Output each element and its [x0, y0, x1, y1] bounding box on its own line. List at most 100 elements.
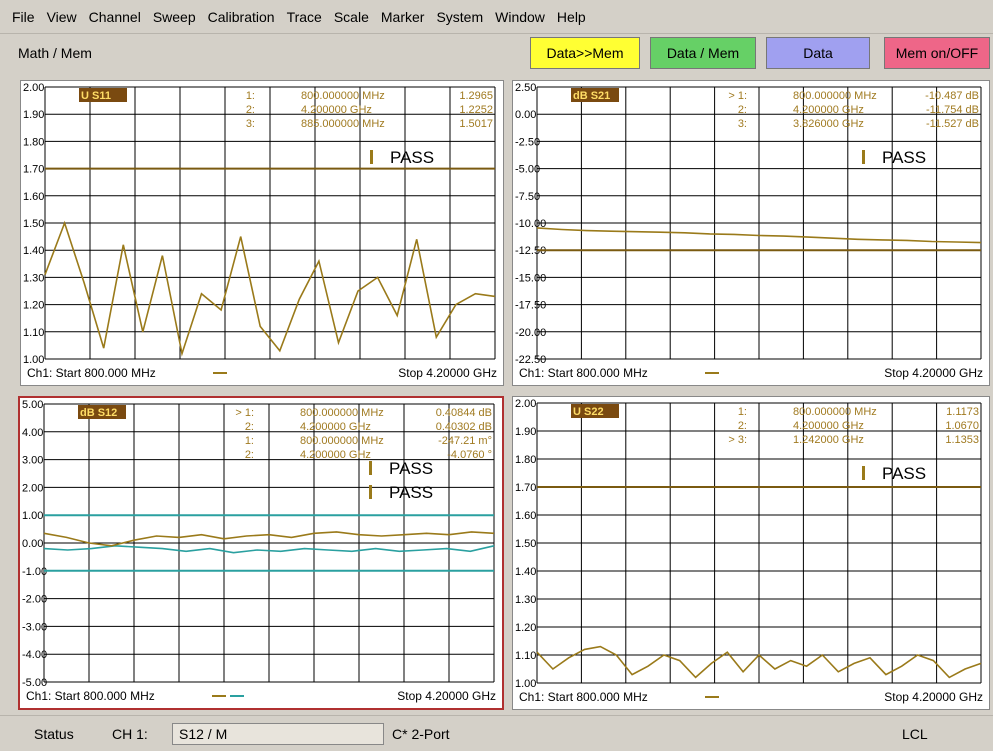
y-tick-label: -17.50 — [515, 300, 546, 312]
y-tick-label: 1.00 — [22, 510, 43, 522]
pass-label: PASS — [389, 483, 433, 502]
y-tick-label: -3.00 — [22, 621, 47, 633]
marker-frequency: 4.200000 GHz — [793, 104, 864, 116]
y-tick-label: -1.00 — [22, 566, 47, 578]
y-tick-label: -4.00 — [22, 649, 47, 661]
status-active-parameter[interactable]: S12 / M — [172, 723, 384, 745]
y-tick-label: 1.50 — [515, 538, 536, 550]
marker-frequency: 800.000000 MHz — [300, 435, 384, 447]
marker-value: 1.2965 — [459, 90, 493, 102]
marker-number: > 3: — [728, 434, 747, 446]
y-tick-label: 1.90 — [23, 109, 44, 121]
y-tick-label: -22.50 — [515, 354, 546, 366]
trace-plot-svg: 2.00 1.90 1.80 1.70 1.60 1.50 1.40 1.30 1.20 1.10… — [515, 398, 983, 704]
marker-frequency: 1.242000 GHz — [793, 434, 864, 446]
marker-value: -11.527 dB — [926, 118, 979, 130]
pass-indicator-bar — [370, 150, 373, 164]
sweep-stop-label: Stop 4.20000 GHz — [397, 689, 496, 703]
trace-tag-bg — [571, 404, 619, 418]
y-tick-label: 1.00 — [23, 354, 44, 366]
pass-label: PASS — [882, 464, 926, 483]
sweep-start-label: Ch1: Start 800.000 MHz — [26, 689, 155, 703]
menu-view[interactable]: View — [46, 8, 77, 25]
y-tick-label: 1.10 — [23, 327, 44, 339]
pass-indicator-bar — [862, 466, 865, 480]
y-tick-label: 1.80 — [515, 454, 536, 466]
marker-frequency: 800.000000 MHz — [793, 90, 877, 102]
mem-on-off-button[interactable]: Mem on/OFF — [884, 37, 990, 69]
marker-number: 2: — [738, 104, 747, 116]
trace-tag-bg — [571, 88, 619, 102]
marker-value: -247.21 m° — [438, 435, 492, 447]
y-tick-label: 1.80 — [23, 136, 44, 148]
menu-system[interactable]: System — [436, 8, 484, 25]
trace-line — [536, 227, 982, 244]
marker-frequency: 3.826000 GHz — [793, 118, 864, 130]
menu-trace[interactable]: Trace — [286, 8, 322, 25]
marker-value: 1.5017 — [459, 118, 493, 130]
y-tick-label: 2.50 — [515, 82, 536, 94]
y-tick-label: -10.00 — [515, 218, 546, 230]
menu-sweep[interactable]: Sweep — [152, 8, 196, 25]
marker-frequency: 4.200000 GHz — [301, 104, 372, 116]
pass-label: PASS — [390, 148, 434, 167]
trace-line — [536, 645, 982, 679]
marker-frequency: 800.000000 MHz — [300, 407, 384, 419]
sweep-start-label: Ch1: Start 800.000 MHz — [27, 366, 156, 380]
menu-marker[interactable]: Marker — [380, 8, 425, 25]
marker-value: 1.1173 — [946, 406, 979, 418]
menu-help[interactable]: Help — [556, 8, 586, 25]
menu-window[interactable]: Window — [495, 8, 545, 25]
y-tick-label: 4.00 — [22, 427, 43, 439]
marker-frequency: 4.200000 GHz — [300, 449, 371, 461]
marker-value: 0.40302 dB — [436, 421, 492, 433]
trace-plot-svg: 2.00 1.90 1.80 1.70 1.60 1.50 1.40 1.30 1.20 1.10… — [23, 82, 497, 380]
marker-frequency: 800.000000 MHz — [793, 406, 877, 418]
marker-number: > 1: — [728, 90, 747, 102]
trace-plot-svg: 2.50 0.00 -2.50 -5.00 -7.50 -10.00 -12.50 -15.0… — [515, 82, 983, 380]
trace-panel-s12[interactable]: 5.00 4.00 3.00 2.00 1.00 0.00 -1.00 -2.00 -3.00 -… — [18, 396, 504, 710]
marker-number: 3: — [738, 118, 747, 130]
data-div-mem-button[interactable]: Data / Mem — [650, 37, 756, 69]
y-tick-label: 2.00 — [23, 82, 44, 94]
trace-tag[interactable]: U S22 — [573, 406, 604, 418]
marker-number: 2: — [738, 420, 747, 432]
data-to-mem-button[interactable]: Data>>Mem — [530, 37, 640, 69]
y-tick-label: 1.90 — [515, 426, 536, 438]
marker-value: 0.40844 dB — [436, 407, 492, 419]
marker-number: 2: — [246, 104, 255, 116]
marker-value: -11.754 dB — [926, 104, 979, 116]
menu-file[interactable]: File — [12, 8, 35, 25]
trace-panel-s22[interactable]: 2.00 1.90 1.80 1.70 1.60 1.50 1.40 1.30 1.20 1.10… — [512, 396, 990, 710]
trace-tag[interactable]: dB S21 — [573, 90, 610, 102]
marker-number: > 1: — [235, 407, 254, 419]
marker-number: 3: — [246, 118, 255, 130]
y-tick-label: 1.20 — [515, 622, 536, 634]
trace-panel-s11[interactable]: 2.00 1.90 1.80 1.70 1.60 1.50 1.40 1.30 1.20 1.10… — [20, 80, 504, 386]
menu-scale[interactable]: Scale — [333, 8, 369, 25]
marker-number: 1: — [246, 90, 255, 102]
y-tick-label: 0.00 — [22, 538, 43, 550]
y-tick-label: 1.30 — [23, 272, 44, 284]
data-button[interactable]: Data — [766, 37, 870, 69]
marker-value: 1.0670 — [945, 420, 979, 432]
y-tick-label: 1.30 — [515, 594, 536, 606]
trace-tag[interactable]: U S11 — [81, 90, 111, 102]
y-tick-label: -12.50 — [515, 245, 546, 257]
trace-line-secondary — [43, 544, 495, 554]
menu-channel[interactable]: Channel — [88, 8, 141, 25]
y-tick-label: 0.00 — [515, 109, 536, 121]
y-tick-label: 5.00 — [22, 399, 43, 411]
trace-tag[interactable]: dB S12 — [80, 407, 117, 419]
trace-panel-s21[interactable]: 2.50 0.00 -2.50 -5.00 -7.50 -10.00 -12.50 -15.0… — [512, 80, 990, 386]
marker-number: 1: — [245, 435, 254, 447]
pass-indicator-bar — [369, 485, 372, 499]
y-tick-label: -20.00 — [515, 327, 546, 339]
menu-bar: File View Channel Sweep Calibration Trace Scal… — [0, 0, 993, 34]
trace-tag-bg — [79, 88, 127, 102]
pass-indicator-bar — [369, 461, 372, 475]
y-tick-label: 1.10 — [515, 650, 536, 662]
y-tick-label: 1.00 — [515, 678, 536, 690]
menu-calibration[interactable]: Calibration — [207, 8, 275, 25]
status-lcl: LCL — [902, 726, 928, 742]
